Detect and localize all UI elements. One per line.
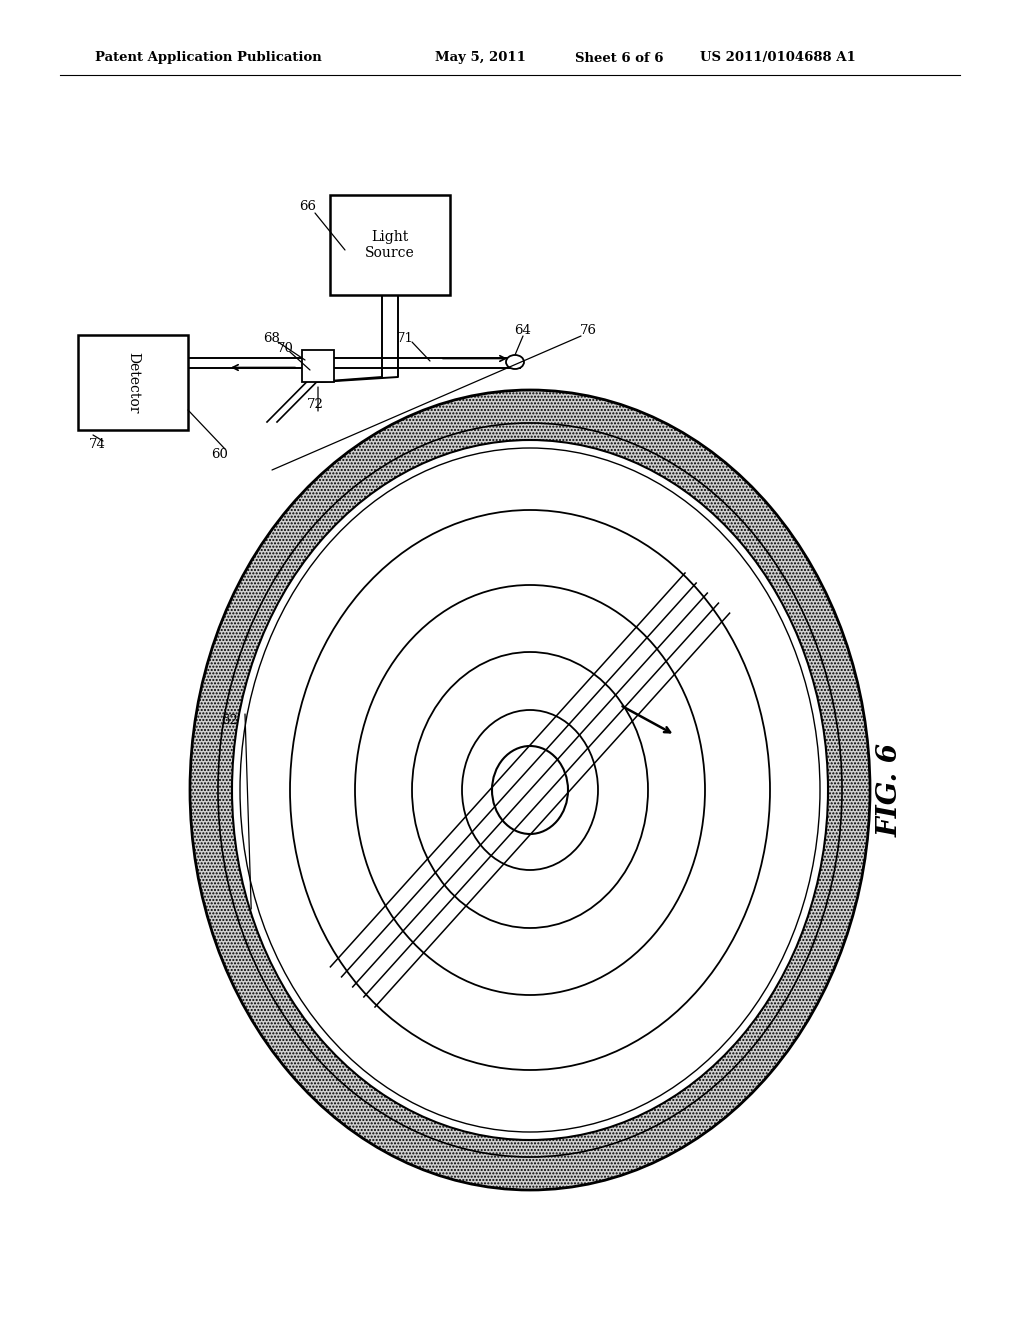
- Ellipse shape: [218, 422, 842, 1158]
- Text: 64: 64: [515, 323, 531, 337]
- Ellipse shape: [232, 440, 828, 1140]
- Text: Sheet 6 of 6: Sheet 6 of 6: [575, 51, 664, 65]
- Text: 71: 71: [396, 331, 414, 345]
- Text: May 5, 2011: May 5, 2011: [435, 51, 526, 65]
- Ellipse shape: [190, 389, 870, 1191]
- Text: FIG. 6: FIG. 6: [877, 743, 903, 837]
- Bar: [330, 195, 450, 294]
- Text: 72: 72: [306, 399, 324, 412]
- Text: 68: 68: [263, 331, 281, 345]
- Ellipse shape: [492, 746, 568, 834]
- Text: Light
Source: Light Source: [366, 230, 415, 260]
- Bar: [78, 335, 188, 430]
- Text: 70: 70: [276, 342, 294, 355]
- Text: Detector: Detector: [126, 351, 140, 413]
- Ellipse shape: [240, 447, 820, 1133]
- Ellipse shape: [506, 355, 524, 370]
- Text: Patent Application Publication: Patent Application Publication: [95, 51, 322, 65]
- Text: 76: 76: [580, 323, 597, 337]
- Text: US 2011/0104688 A1: US 2011/0104688 A1: [700, 51, 856, 65]
- Ellipse shape: [242, 451, 818, 1129]
- Text: 66: 66: [299, 201, 316, 214]
- Text: 62: 62: [221, 714, 239, 726]
- Bar: [302, 350, 334, 381]
- Text: 60: 60: [212, 449, 228, 462]
- Text: 74: 74: [88, 438, 105, 451]
